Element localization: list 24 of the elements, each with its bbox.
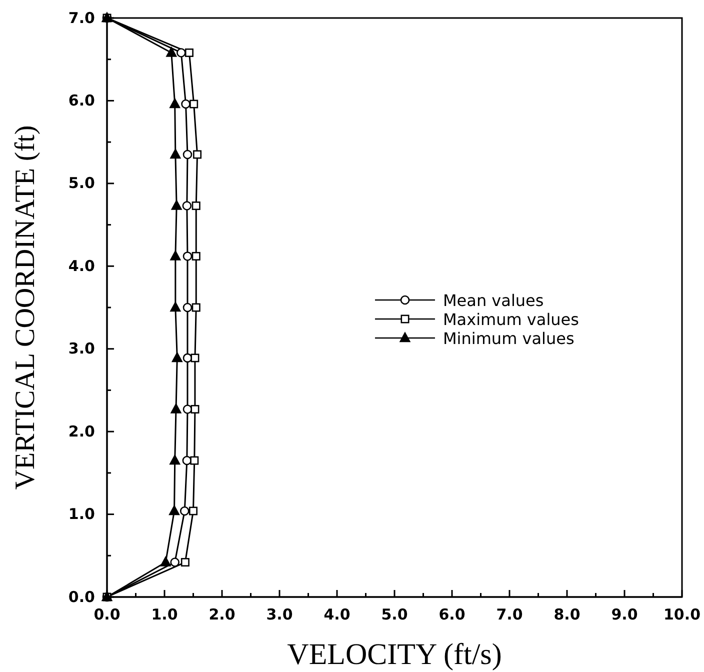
y-tick-label: 3.0 xyxy=(68,340,95,358)
y-tick-label: 7.0 xyxy=(68,8,95,27)
x-tick-label: 1.0 xyxy=(151,606,178,624)
x-tick-label: 3.0 xyxy=(266,606,293,624)
x-tick-label: 5.0 xyxy=(381,606,408,624)
x-tick-label: 6.0 xyxy=(438,606,466,624)
y-tick-label: 5.0 xyxy=(68,174,95,192)
y-axis-title: VERTICAL COORDINATE (ft) xyxy=(10,125,41,490)
legend-label: Mean values xyxy=(443,291,544,310)
legend-label: Minimum values xyxy=(443,329,574,348)
y-tick-label: 2.0 xyxy=(68,422,95,440)
x-tick-label: 4.0 xyxy=(324,606,350,624)
y-tick-label: 1.0 xyxy=(68,505,95,524)
x-tick-label: 7.0 xyxy=(496,606,523,624)
y-tick-label: 0.0 xyxy=(68,588,95,606)
y-tick-label: 4.0 xyxy=(68,256,95,275)
x-tick-label: 9.0 xyxy=(611,606,638,624)
y-tick-label: 6.0 xyxy=(68,92,95,110)
x-axis-title: VELOCITY (ft/s) xyxy=(287,638,502,671)
x-tick-label: 0.0 xyxy=(94,606,120,624)
legend-label: Maximum values xyxy=(443,310,579,329)
x-tick-label: 10.0 xyxy=(663,606,701,624)
x-tick-label: 2.0 xyxy=(208,606,236,624)
x-tick-label: 8.0 xyxy=(554,606,580,624)
